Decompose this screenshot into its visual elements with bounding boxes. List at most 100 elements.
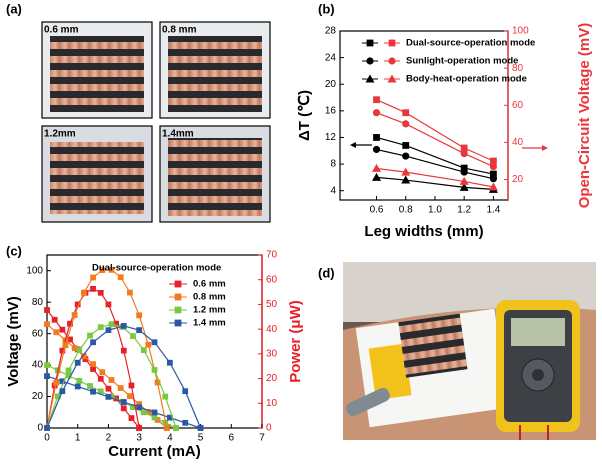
y-tick-label: 4 — [330, 185, 336, 196]
marker — [80, 353, 87, 360]
marker — [127, 393, 133, 399]
x-tick-label: 6 — [229, 433, 235, 444]
marker — [120, 323, 127, 329]
marker — [76, 377, 83, 384]
marker — [97, 388, 104, 395]
marker — [136, 327, 143, 334]
marker — [166, 414, 173, 421]
y2-tick-label: 10 — [266, 398, 278, 409]
marker — [372, 172, 382, 181]
x-tick-label: 1.0 — [428, 205, 442, 216]
marker — [74, 383, 81, 390]
marker — [53, 379, 60, 386]
marker — [113, 320, 119, 327]
marker — [154, 379, 161, 386]
y-tick-label: 40 — [32, 360, 44, 371]
legend-label: Sunlight-operation mode — [406, 56, 518, 67]
marker — [145, 341, 152, 348]
y2-axis-label: Power (μW) — [287, 300, 304, 383]
marker — [108, 321, 115, 328]
x-tick-label: 1 — [75, 433, 81, 444]
y-tick-label: 60 — [32, 328, 44, 339]
marker — [108, 266, 115, 273]
marker — [460, 164, 468, 172]
marker — [136, 401, 143, 407]
legend-label: 1.4 mm — [193, 318, 226, 329]
legend-label: 1.2 mm — [193, 305, 226, 316]
marker — [140, 409, 147, 416]
marker — [151, 339, 158, 346]
marker — [44, 307, 50, 313]
x-tick-label: 0.6 — [370, 205, 384, 216]
marker — [87, 332, 93, 339]
marker — [151, 409, 158, 416]
marker — [67, 320, 73, 327]
marker — [166, 359, 173, 366]
y2-tick-label: 50 — [266, 299, 278, 310]
marker — [99, 267, 106, 273]
x-tick-label: 1.4 — [486, 205, 500, 216]
y2-tick-label: 40 — [512, 137, 524, 148]
y-axis-label: Voltage (mV) — [5, 296, 22, 387]
marker — [44, 362, 50, 368]
legend-label: Body-heat-operation mode — [406, 74, 527, 85]
marker — [388, 39, 396, 47]
marker — [182, 388, 189, 395]
marker — [65, 372, 72, 379]
marker — [174, 319, 182, 327]
x-axis-label: Current (mA) — [108, 443, 201, 460]
marker — [67, 336, 73, 343]
y2-tick-label: 40 — [266, 324, 278, 335]
y2-tick-label: 0 — [266, 423, 272, 434]
marker — [117, 274, 124, 281]
y-axis-label: ΔT (℃) — [296, 90, 313, 141]
marker — [163, 425, 170, 431]
marker — [105, 393, 112, 400]
x-tick-label: 2 — [106, 433, 112, 444]
y2-tick-label: 20 — [512, 174, 524, 185]
y-tick-label: 16 — [325, 105, 337, 116]
legend-label: 0.6 mm — [193, 279, 226, 290]
marker — [44, 425, 50, 431]
marker — [51, 316, 58, 323]
marker — [136, 404, 143, 411]
y-tick-label: 8 — [330, 159, 336, 170]
y-tick-label: 20 — [32, 391, 44, 402]
marker — [130, 404, 136, 410]
marker — [90, 361, 96, 368]
marker — [182, 419, 189, 426]
legend-label: 0.8 mm — [193, 292, 226, 303]
axis-arrows — [350, 142, 548, 151]
marker — [459, 176, 469, 185]
photo — [41, 21, 153, 119]
y2-tick-label: 60 — [266, 274, 278, 285]
marker — [373, 96, 380, 104]
marker — [59, 347, 66, 354]
marker — [366, 39, 374, 47]
marker — [71, 312, 78, 318]
y2-tick-label: 20 — [266, 373, 278, 384]
marker — [162, 393, 169, 400]
marker — [120, 347, 127, 354]
marker — [62, 342, 69, 349]
y2-tick-label: 100 — [512, 26, 529, 37]
marker — [388, 57, 396, 65]
x-tick-label: 1.2 — [457, 205, 471, 216]
marker — [90, 366, 96, 372]
marker — [130, 333, 136, 339]
marker — [402, 152, 410, 160]
marker — [74, 301, 81, 308]
x-tick-label: 0 — [44, 433, 50, 444]
photo — [41, 125, 153, 223]
marker — [174, 293, 182, 301]
marker — [154, 417, 161, 423]
series-line — [376, 176, 494, 190]
marker — [174, 280, 182, 288]
y-tick-label: 0 — [37, 423, 43, 434]
y-tick-label: 100 — [26, 265, 43, 276]
marker — [65, 367, 72, 374]
marker — [97, 324, 104, 331]
x-tick-label: 4 — [167, 433, 173, 444]
legend-label: Dual-source-operation mode — [406, 38, 535, 49]
marker — [488, 182, 498, 191]
